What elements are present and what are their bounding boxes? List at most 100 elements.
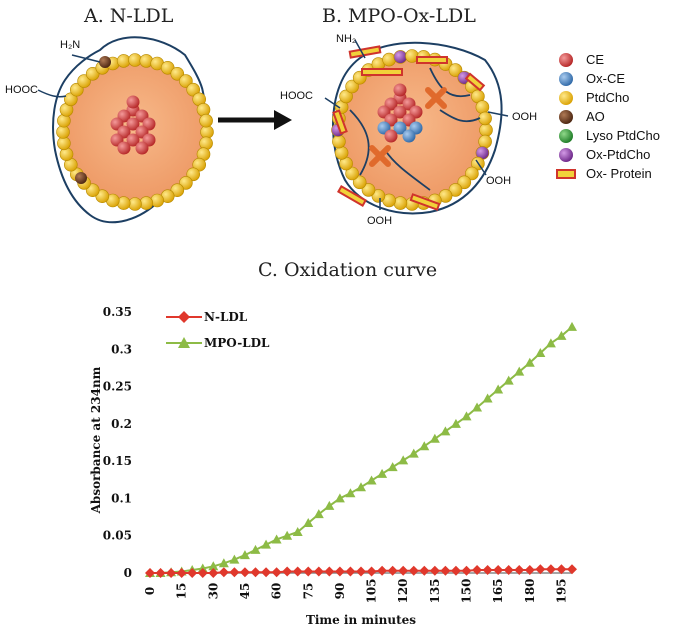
oxidation-chart: 0 15 30 45 60 75 90 105 120 135 150 165 180 195 0 0.05… <box>89 305 577 627</box>
amine-label: H₂N <box>60 39 80 51</box>
data-point <box>556 564 567 575</box>
phospholipid-ball <box>457 175 472 190</box>
phospholipid-ball <box>116 54 131 68</box>
hydroperoxide-label: OOH <box>512 111 537 123</box>
oxidized-protein-segment <box>416 56 448 64</box>
carboxyl-link <box>324 97 341 109</box>
data-point <box>398 455 409 465</box>
data-point <box>472 402 483 412</box>
data-point <box>303 518 314 528</box>
phospholipid-ball <box>128 197 142 211</box>
cholesteryl-ester-ball <box>117 141 131 155</box>
data-point <box>429 433 440 443</box>
x-tick-label: 105 <box>365 578 379 603</box>
phospholipid-ball <box>361 183 376 197</box>
data-point <box>271 534 282 544</box>
amine-link <box>354 39 366 59</box>
phospholipid-ball <box>478 111 492 126</box>
data-point <box>303 566 314 577</box>
data-point <box>545 564 556 575</box>
key-swatch <box>556 169 576 179</box>
data-point <box>514 366 525 376</box>
phospholipid-ball <box>57 136 71 151</box>
data-point <box>239 567 250 578</box>
phospholipid-shell <box>56 53 214 211</box>
data-point <box>324 500 335 510</box>
data-point <box>387 462 398 472</box>
legend-marker-mpo-ldl <box>178 337 190 348</box>
data-point <box>503 565 514 576</box>
x-tick-label: 60 <box>270 583 284 600</box>
phospholipid-ball <box>352 175 367 190</box>
phospholipid-ball <box>56 125 70 139</box>
x-tick-label: 180 <box>523 578 537 603</box>
carboxyl-label: HOOC <box>5 84 38 96</box>
phospholipid-ball <box>465 166 479 181</box>
x-tick-label: 0 <box>143 587 157 595</box>
legend-label-mpo-ldl: MPO-LDL <box>204 336 270 350</box>
y-axis-label: Absorbance at 234nm <box>89 366 103 514</box>
legend-marker-n-ldl <box>178 311 190 323</box>
data-point <box>356 482 366 492</box>
x-axis-ticks: 0 15 30 45 60 75 90 105 120 135 150 165 180 195 <box>143 578 569 603</box>
data-point <box>377 565 388 576</box>
data-point <box>334 493 345 503</box>
data-point <box>419 565 430 576</box>
data-point <box>145 568 155 578</box>
hydroperoxide-link <box>475 159 487 176</box>
y-tick-label: 0 <box>124 566 132 580</box>
hydroperoxide-label: OOH <box>486 175 511 187</box>
data-point <box>535 348 546 358</box>
panel-a-title: A. N-LDL <box>83 5 174 27</box>
data-point <box>524 565 535 576</box>
data-point <box>197 568 208 578</box>
data-point <box>493 384 504 394</box>
key-swatch <box>559 53 573 67</box>
key-label: Lyso PtdCho <box>586 128 660 143</box>
phospholipid-ball <box>393 50 408 64</box>
data-point <box>313 509 324 519</box>
data-point <box>524 357 535 367</box>
data-point <box>556 330 567 340</box>
data-point <box>567 321 577 331</box>
apo-protein-strand <box>52 36 205 224</box>
cholesteryl-ester-ball <box>393 83 407 97</box>
antioxidant-ball <box>75 172 87 184</box>
data-point <box>450 418 461 428</box>
x-tick-label: 165 <box>491 578 505 603</box>
phospholipid-ball <box>345 79 359 94</box>
data-point <box>408 565 419 576</box>
phospholipid-ball <box>200 125 214 139</box>
phospholipid-ball <box>478 134 492 149</box>
key-swatch <box>559 110 573 124</box>
oxidized-protein-segment <box>361 68 403 76</box>
phospholipid-ball <box>332 134 346 149</box>
x-tick-label: 195 <box>555 578 569 603</box>
cholesteryl-ester-ball <box>384 129 398 143</box>
amine-label: NH₂ <box>336 33 356 45</box>
carboxyl-label: HOOC <box>280 90 313 102</box>
data-point <box>472 565 483 576</box>
series-group <box>145 321 577 578</box>
phospholipid-ball <box>479 123 493 137</box>
key-swatch <box>559 129 573 143</box>
data-point <box>387 565 398 576</box>
data-point <box>261 539 272 549</box>
carboxyl-link <box>37 89 67 98</box>
y-tick-label: 0.1 <box>111 491 132 505</box>
panel-c-title: C. Oxidation curve <box>258 259 437 281</box>
data-point <box>250 544 261 554</box>
data-point <box>535 564 546 575</box>
cholesteryl-ester-ball <box>135 141 149 155</box>
transformation-arrow <box>218 110 292 130</box>
cholesteryl-ester-ball <box>126 117 140 131</box>
cholesteryl-ester-ball <box>126 95 140 109</box>
oxidized-protein-segment <box>348 45 382 59</box>
data-point <box>261 567 272 578</box>
phospholipid-ball <box>139 196 154 210</box>
data-point <box>493 565 504 576</box>
x-tick-label: 30 <box>206 583 220 600</box>
x-tick-label: 150 <box>460 578 474 603</box>
phospholipid-ball <box>475 100 490 114</box>
data-point <box>514 565 525 576</box>
